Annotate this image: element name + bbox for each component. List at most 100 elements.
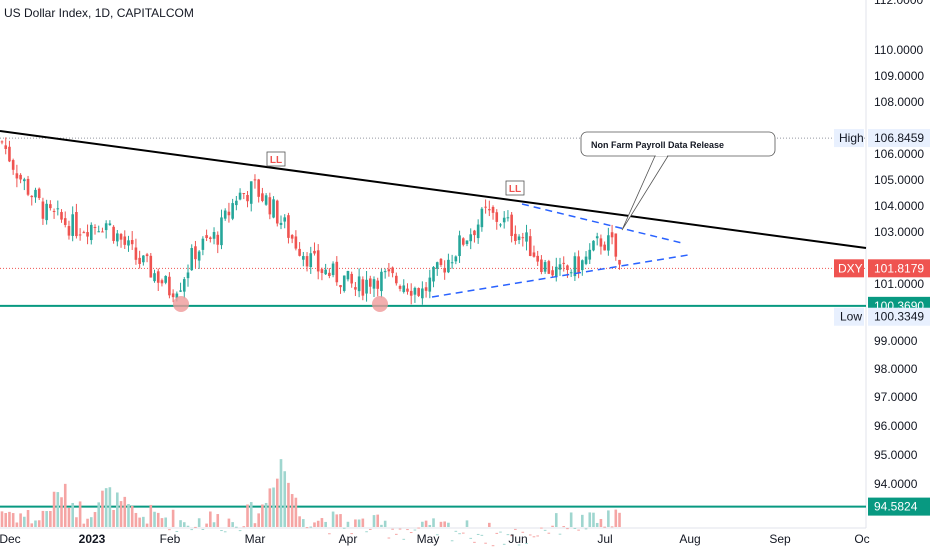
volume-bar (614, 509, 618, 527)
volume-bar (212, 522, 216, 527)
volume-bar (123, 496, 127, 527)
volume-bar (428, 524, 432, 527)
current-price-tag (868, 259, 930, 278)
y-tick-label: 106.0000 (874, 147, 924, 161)
candle-body (566, 265, 569, 271)
volume-bar (75, 517, 78, 527)
candle-body (610, 232, 614, 238)
volume-bar (23, 516, 26, 527)
volume-bar (290, 494, 294, 527)
candle-body (387, 269, 391, 272)
candle-body (413, 287, 417, 295)
volume-bar (454, 530, 458, 532)
volume-bar (216, 514, 220, 527)
chart-title: US Dollar Index, 1D, CAPITALCOM (4, 6, 194, 20)
candle-body (514, 233, 517, 242)
volume-bar (52, 491, 56, 527)
candle-body (160, 280, 164, 284)
candle-body (577, 256, 580, 274)
high-label: High (839, 131, 864, 145)
volume-bar (264, 502, 268, 527)
volume-level-tag (868, 497, 930, 516)
volume-bar (89, 517, 93, 527)
candle-body (376, 280, 380, 289)
candle-body (238, 192, 242, 200)
candle-body (209, 237, 212, 239)
volume-bar (618, 512, 621, 527)
candle-body (592, 240, 595, 251)
candle-body (484, 206, 487, 208)
volume-bar (149, 504, 153, 527)
candle-body (532, 252, 536, 257)
volume-bar (387, 537, 391, 539)
candle-body (584, 256, 588, 264)
volume-bar (514, 528, 517, 530)
y-tick-label: 108.0000 (874, 95, 924, 109)
candle-body (443, 267, 446, 273)
candle-body (491, 206, 495, 213)
candle-body (469, 234, 473, 242)
volume-bar (272, 487, 275, 527)
candle-body (127, 240, 130, 246)
volume-bar (93, 512, 97, 527)
volume-bar (439, 521, 443, 527)
volume-bar (119, 501, 123, 527)
volume-bar (569, 512, 573, 527)
candle-body (23, 179, 26, 182)
candle-body (182, 279, 186, 292)
volume-bar (350, 533, 353, 535)
descending-trendline (0, 130, 867, 249)
candle-body (82, 232, 86, 234)
candle-body (56, 208, 60, 210)
candle-body (618, 259, 621, 265)
volume-bar (160, 518, 164, 527)
volume-bar (398, 528, 402, 530)
volume-bar (238, 530, 242, 532)
volume-bar (275, 478, 279, 527)
volume-bar (607, 510, 610, 527)
volume-bar (82, 523, 86, 527)
volume-bar (19, 513, 22, 527)
candle-body (138, 257, 141, 264)
volume-bar (49, 510, 52, 527)
candle-body (145, 254, 149, 257)
volume-bar (182, 522, 186, 527)
candle-body (517, 236, 521, 241)
volume-bar (424, 520, 428, 527)
volume-bar (108, 487, 112, 527)
volume-bar (376, 514, 380, 527)
volume-bar (346, 521, 350, 527)
candle-body (227, 211, 231, 216)
volume-bar (543, 529, 547, 531)
candle-body (313, 250, 316, 254)
volume-bar (368, 528, 372, 530)
volume-bar (342, 527, 346, 529)
candle-body (142, 255, 145, 263)
candle-body (257, 179, 260, 197)
candle-body (528, 236, 532, 256)
volume-bar (313, 522, 316, 527)
x-tick-label: Sep (769, 532, 791, 546)
volume-bar (235, 526, 238, 528)
volume-bar (488, 522, 491, 527)
volume-bar (223, 531, 227, 533)
candle-body (283, 217, 287, 222)
y-tick-label: 99.0000 (874, 334, 918, 348)
y-tick-label: 95.0000 (874, 448, 918, 462)
volume-bar (101, 490, 104, 527)
ll-label-box (266, 151, 286, 167)
candle-body (521, 237, 525, 239)
volume-bar (432, 518, 435, 527)
candle-body (320, 269, 324, 273)
volume-bar (145, 523, 149, 527)
volume-bar (112, 509, 115, 527)
candle-body (569, 272, 573, 274)
candle-body (510, 214, 513, 237)
candle-body (294, 236, 298, 249)
candle-body (89, 224, 93, 241)
candle-body (465, 240, 469, 245)
candle-body (395, 275, 398, 284)
candle-body (190, 248, 194, 271)
candle-body (346, 270, 350, 280)
